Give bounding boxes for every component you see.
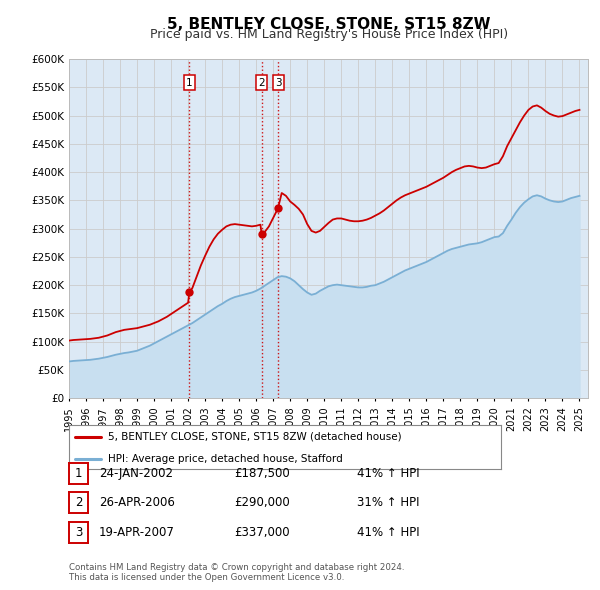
Text: 31% ↑ HPI: 31% ↑ HPI <box>357 496 419 509</box>
Text: 2: 2 <box>75 496 82 509</box>
Text: 1: 1 <box>75 467 82 480</box>
Text: 1: 1 <box>186 78 193 88</box>
Text: 2: 2 <box>259 78 265 88</box>
Text: 3: 3 <box>275 78 281 88</box>
Text: HPI: Average price, detached house, Stafford: HPI: Average price, detached house, Staf… <box>108 454 343 464</box>
Text: £337,000: £337,000 <box>234 526 290 539</box>
Text: £290,000: £290,000 <box>234 496 290 509</box>
Text: 3: 3 <box>75 526 82 539</box>
Text: 41% ↑ HPI: 41% ↑ HPI <box>357 526 419 539</box>
Text: 41% ↑ HPI: 41% ↑ HPI <box>357 467 419 480</box>
Text: 19-APR-2007: 19-APR-2007 <box>99 526 175 539</box>
Text: Price paid vs. HM Land Registry's House Price Index (HPI): Price paid vs. HM Land Registry's House … <box>150 28 508 41</box>
Text: 5, BENTLEY CLOSE, STONE, ST15 8ZW: 5, BENTLEY CLOSE, STONE, ST15 8ZW <box>167 17 491 31</box>
Text: 26-APR-2006: 26-APR-2006 <box>99 496 175 509</box>
Text: 24-JAN-2002: 24-JAN-2002 <box>99 467 173 480</box>
Text: 5, BENTLEY CLOSE, STONE, ST15 8ZW (detached house): 5, BENTLEY CLOSE, STONE, ST15 8ZW (detac… <box>108 432 401 442</box>
Text: £187,500: £187,500 <box>234 467 290 480</box>
Text: Contains HM Land Registry data © Crown copyright and database right 2024.
This d: Contains HM Land Registry data © Crown c… <box>69 563 404 582</box>
